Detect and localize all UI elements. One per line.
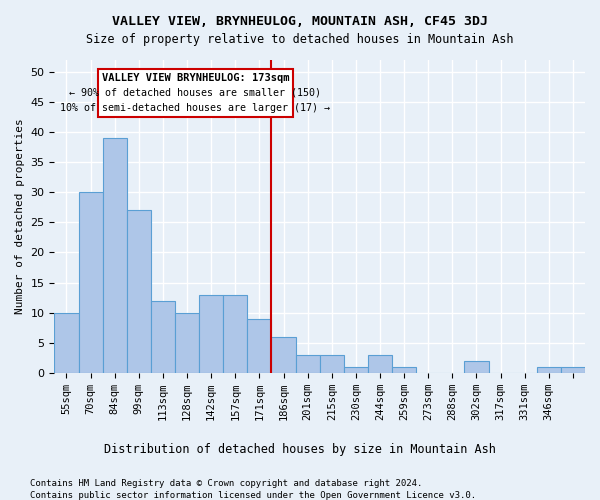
Bar [199,294,223,373]
Text: Size of property relative to detached houses in Mountain Ash: Size of property relative to detached ho… [86,32,514,46]
Y-axis label: Number of detached properties: Number of detached properties [15,118,25,314]
Text: 10% of semi-detached houses are larger (17) →: 10% of semi-detached houses are larger (… [61,102,331,113]
Bar [392,367,416,373]
Text: ← 90% of detached houses are smaller (150): ← 90% of detached houses are smaller (15… [70,88,322,98]
Bar [368,354,392,373]
Text: Contains HM Land Registry data © Crown copyright and database right 2024.: Contains HM Land Registry data © Crown c… [30,479,422,488]
Bar [79,192,103,373]
Bar [344,367,368,373]
Text: VALLEY VIEW BRYNHEULOG: 173sqm: VALLEY VIEW BRYNHEULOG: 173sqm [102,72,289,83]
Bar [247,318,271,373]
Text: Contains public sector information licensed under the Open Government Licence v3: Contains public sector information licen… [30,491,476,500]
Text: VALLEY VIEW, BRYNHEULOG, MOUNTAIN ASH, CF45 3DJ: VALLEY VIEW, BRYNHEULOG, MOUNTAIN ASH, C… [112,15,488,28]
Bar [464,360,488,373]
Bar [320,354,344,373]
FancyBboxPatch shape [98,69,293,117]
Text: Distribution of detached houses by size in Mountain Ash: Distribution of detached houses by size … [104,442,496,456]
Bar [103,138,127,373]
Bar [223,294,247,373]
Bar [561,367,585,373]
Bar [127,210,151,373]
Bar [537,367,561,373]
Bar [55,312,79,373]
Bar [175,312,199,373]
Bar [151,300,175,373]
Bar [271,336,296,373]
Bar [296,354,320,373]
